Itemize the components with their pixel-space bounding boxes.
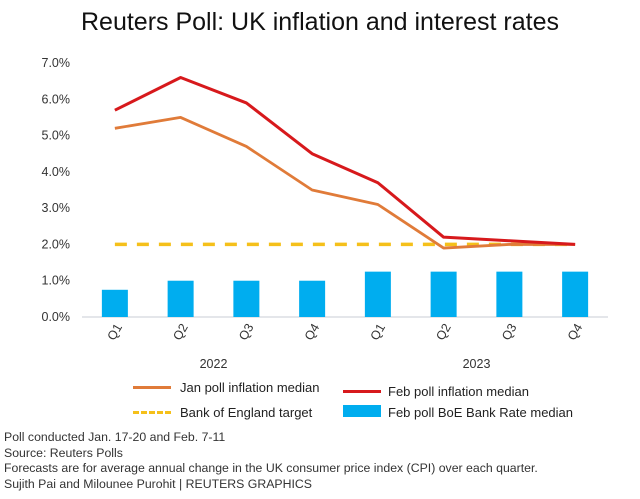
line-jan-inflation xyxy=(114,116,576,250)
footnotes: Poll conducted Jan. 17-20 and Feb. 7-11 … xyxy=(4,430,538,492)
bar-bank-rate xyxy=(364,271,391,317)
y-tick-label: 2.0% xyxy=(42,237,71,251)
footnote-source: Source: Reuters Polls xyxy=(4,445,123,460)
legend-label-feb: Feb poll inflation median xyxy=(388,384,529,399)
bar-bank-rate xyxy=(233,280,260,317)
legend-label-jan: Jan poll inflation median xyxy=(180,380,320,395)
legend-label-bank-rate: Feb poll BoE Bank Rate median xyxy=(388,405,573,420)
footnote-poll-dates: Poll conducted Jan. 17-20 and Feb. 7-11 xyxy=(4,430,226,444)
bar-bank-rate xyxy=(101,289,128,317)
x-tick-label: Q1 xyxy=(105,321,125,342)
x-tick-label: Q4 xyxy=(565,321,585,342)
bar-bank-rate xyxy=(167,280,194,317)
legend-label-target: Bank of England target xyxy=(180,405,313,420)
x-tick-label: Q3 xyxy=(236,321,256,342)
year-label: 2022 xyxy=(200,357,228,371)
y-tick-label: 4.0% xyxy=(42,165,71,179)
y-tick-label: 1.0% xyxy=(42,274,71,288)
y-tick-label: 7.0% xyxy=(42,56,71,70)
y-tick-label: 3.0% xyxy=(42,201,71,215)
line-feb-inflation xyxy=(114,76,576,246)
bar-bank-rate xyxy=(562,271,589,317)
x-tick-label: Q3 xyxy=(499,321,519,342)
legend-swatch-bank-rate xyxy=(343,405,381,417)
x-tick-label: Q4 xyxy=(302,321,322,342)
bar-bank-rate xyxy=(430,271,457,317)
y-tick-label: 0.0% xyxy=(42,310,71,324)
legend-swatch-feb xyxy=(343,390,381,393)
chart-title: Reuters Poll: UK inflation and interest … xyxy=(80,8,559,36)
legend-swatch-jan xyxy=(133,386,171,389)
bar-bank-rate xyxy=(299,280,326,317)
x-tick-label: Q1 xyxy=(368,321,388,342)
y-tick-label: 5.0% xyxy=(42,129,71,143)
x-tick-label: Q2 xyxy=(170,321,190,342)
footnote-credits: Sujith Pai and Milounee Purohit | REUTER… xyxy=(4,476,313,491)
bar-bank-rate xyxy=(496,271,523,317)
year-label: 2023 xyxy=(463,357,491,371)
x-tick-label: Q2 xyxy=(433,321,453,342)
y-tick-label: 6.0% xyxy=(42,92,71,106)
legend-swatch-target xyxy=(133,411,171,414)
footnote-description: Forecasts are for average annual change … xyxy=(4,461,538,475)
